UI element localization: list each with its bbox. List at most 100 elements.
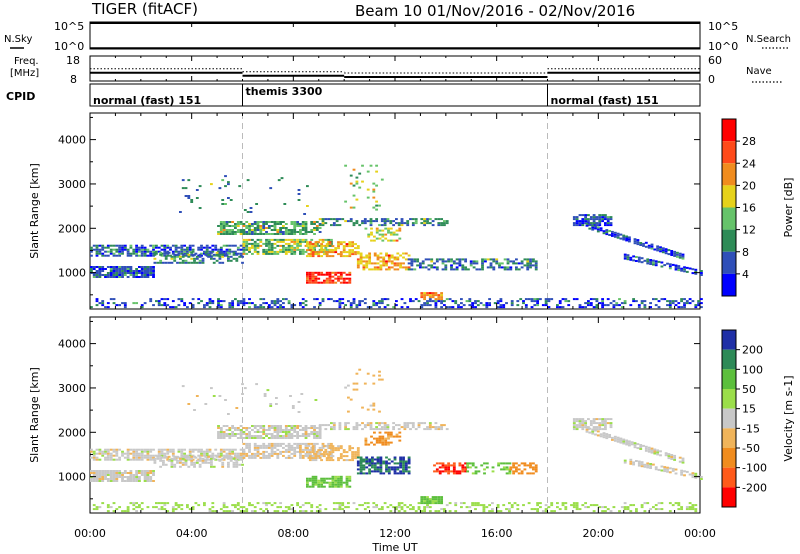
data-cell [104, 476, 107, 478]
data-cell [231, 435, 235, 437]
data-cell [506, 262, 510, 265]
data-cell [318, 244, 322, 247]
data-cell [123, 456, 127, 459]
data-cell [290, 435, 294, 437]
data-cell [225, 433, 229, 435]
data-cell [349, 304, 353, 307]
data-cell [140, 470, 144, 472]
data-cell [561, 502, 565, 505]
data-cell [320, 449, 324, 452]
data-cell [241, 255, 244, 258]
data-cell [469, 260, 473, 263]
data-cell [623, 300, 627, 303]
data-cell [668, 263, 672, 266]
data-cell [673, 254, 677, 257]
data-cell [657, 502, 661, 505]
data-cell [700, 476, 703, 478]
data-cell [366, 170, 370, 173]
data-cell [348, 479, 352, 482]
colorbar-tick-label: 16 [742, 202, 756, 215]
data-cell [598, 222, 602, 225]
data-cell [118, 248, 122, 251]
data-cell [616, 234, 620, 237]
data-cell [328, 447, 332, 450]
data-cell [492, 260, 496, 263]
data-cell [368, 252, 372, 255]
data-cell [688, 302, 692, 305]
data-cell [299, 450, 302, 453]
data-cell [221, 179, 225, 182]
data-cell [517, 262, 521, 265]
data-cell [266, 389, 270, 392]
data-cell [339, 457, 343, 460]
data-cell [290, 508, 294, 511]
data-cell [323, 273, 326, 276]
data-cell [241, 393, 244, 395]
data-cell [376, 256, 380, 259]
data-cell [502, 468, 506, 471]
data-cell [149, 250, 153, 253]
data-cell [359, 258, 363, 261]
data-cell [276, 233, 280, 235]
data-cell [404, 268, 408, 271]
data-cell [290, 231, 294, 233]
data-cell [282, 442, 285, 445]
data-cell [267, 502, 271, 505]
data-cell [173, 457, 177, 460]
data-cell [575, 218, 579, 221]
data-cell [392, 239, 396, 242]
data-cell [179, 461, 182, 464]
data-cell [623, 459, 627, 462]
data-cell [205, 244, 209, 247]
data-cell [253, 242, 257, 245]
data-cell [670, 456, 674, 458]
data-cell [183, 302, 187, 305]
data-cell [306, 275, 309, 278]
data-cell [434, 292, 438, 295]
data-cell [668, 302, 672, 305]
data-cell [135, 270, 139, 272]
data-cell [239, 300, 243, 303]
data-cell [290, 244, 294, 247]
data-cell [632, 504, 636, 507]
data-cell [375, 237, 379, 240]
data-cell [330, 454, 333, 457]
data-cell [313, 221, 316, 223]
data-cell [406, 424, 410, 427]
data-cell [389, 441, 393, 444]
data-cell [248, 248, 251, 251]
data-cell [380, 300, 384, 303]
data-cell [101, 470, 105, 472]
data-cell [109, 476, 113, 478]
data-cell [413, 268, 417, 271]
data-cell [140, 270, 144, 272]
data-cell [181, 187, 185, 190]
data-cell [245, 225, 249, 227]
data-cell [488, 302, 492, 305]
data-cell [369, 422, 373, 425]
data-cell [112, 274, 116, 276]
data-cell [649, 467, 653, 469]
data-cell [299, 452, 302, 455]
data-cell [601, 218, 605, 221]
data-cell [677, 508, 681, 511]
data-cell [126, 272, 130, 274]
data-cell [95, 248, 99, 251]
data-cell [228, 233, 232, 235]
data-cell [325, 281, 329, 284]
data-cell [262, 221, 266, 223]
data-cell [177, 450, 181, 453]
data-cell [276, 454, 280, 457]
data-cell [273, 427, 277, 429]
data-cell [404, 266, 408, 269]
data-cell [267, 227, 271, 229]
data-cell [265, 238, 268, 241]
data-cell [393, 466, 397, 469]
data-cell [358, 424, 362, 427]
data-cell [219, 227, 223, 229]
data-cell [660, 508, 664, 511]
data-cell [308, 241, 312, 244]
data-cell [320, 251, 324, 254]
data-cell [162, 261, 165, 264]
data-cell [152, 266, 155, 268]
